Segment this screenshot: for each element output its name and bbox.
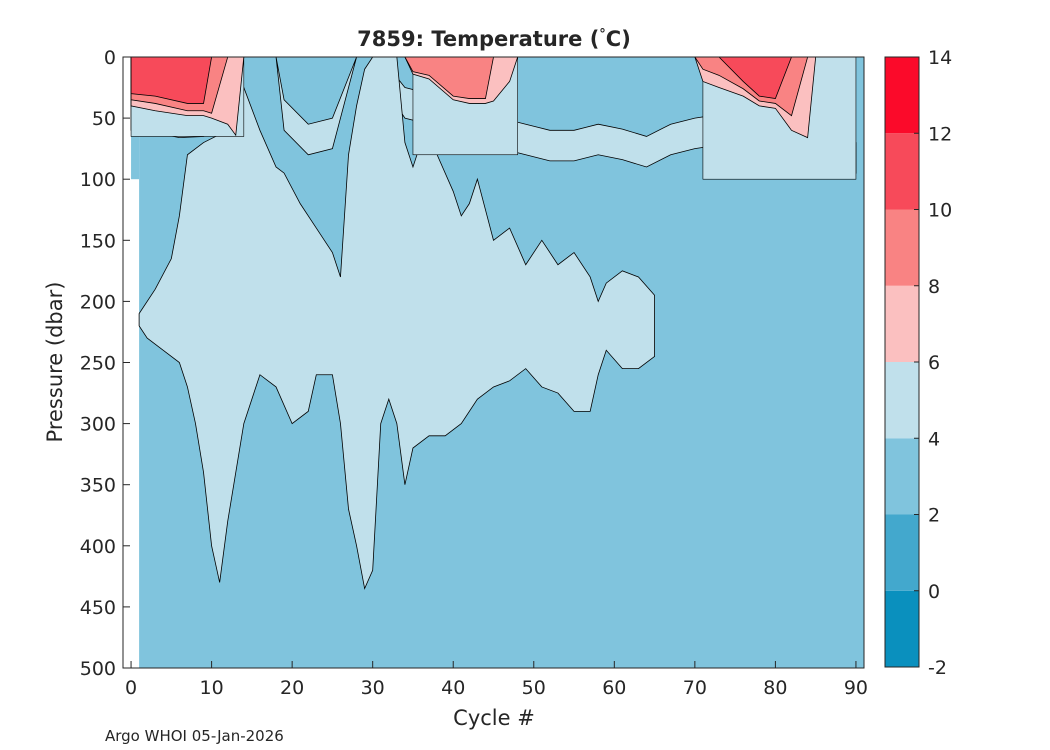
colorbar-band-5 bbox=[885, 209, 919, 286]
colorbar-band-6 bbox=[885, 133, 919, 210]
y-axis-label: Pressure (dbar) bbox=[43, 282, 67, 443]
colorbar-tick-label: 0 bbox=[928, 581, 940, 603]
y-tick-label: 350 bbox=[80, 475, 116, 497]
colorbar-tick-label: 12 bbox=[928, 123, 952, 145]
colorbar: -2 0 2 4 6 8 10 12 14 bbox=[884, 47, 952, 679]
colorbar-tick-label: 4 bbox=[928, 428, 940, 450]
x-tick-label: 90 bbox=[844, 677, 868, 699]
x-tick-label: 30 bbox=[361, 677, 385, 699]
colorbar-tick-label: 2 bbox=[928, 505, 940, 527]
y-tick-label: 250 bbox=[80, 353, 116, 375]
x-tick-label: 40 bbox=[441, 677, 465, 699]
colorbar-band-4 bbox=[885, 285, 919, 362]
x-tick-label: 70 bbox=[683, 677, 707, 699]
y-tick-label: 500 bbox=[80, 658, 116, 680]
x-axis-label: Cycle # bbox=[453, 706, 535, 730]
y-axis: 0 50 100 150 200 250 300 350 400 450 500 bbox=[80, 47, 130, 680]
y-tick-label: 400 bbox=[80, 536, 116, 558]
colorbar-tick-label: 14 bbox=[928, 47, 952, 69]
region-4-6-main bbox=[138, 56, 655, 590]
colorbar-band-3 bbox=[885, 362, 919, 439]
y-tick-label: 450 bbox=[80, 597, 116, 619]
x-tick-label: 0 bbox=[125, 677, 137, 699]
y-tick-label: 100 bbox=[80, 169, 116, 191]
chart-title: 7859: Temperature (°C) bbox=[357, 27, 631, 51]
x-axis: 0 10 20 30 40 50 60 70 80 90 bbox=[125, 661, 868, 699]
y-tick-label: 50 bbox=[92, 108, 116, 130]
colorbar-tick-label: 8 bbox=[928, 276, 940, 298]
colorbar-band-0 bbox=[885, 590, 919, 667]
x-tick-label: 80 bbox=[763, 677, 787, 699]
x-tick-label: 50 bbox=[522, 677, 546, 699]
colorbar-tick-label: 6 bbox=[928, 352, 940, 374]
x-tick-label: 60 bbox=[602, 677, 626, 699]
colorbar-tick-label: 10 bbox=[928, 200, 952, 222]
x-tick-label: 20 bbox=[280, 677, 304, 699]
x-tick-label: 10 bbox=[200, 677, 224, 699]
y-tick-label: 200 bbox=[80, 291, 116, 313]
y-tick-label: 300 bbox=[80, 414, 116, 436]
colorbar-band-7 bbox=[885, 57, 919, 134]
plot-area bbox=[122, 56, 865, 669]
colorbar-tick-label: -2 bbox=[928, 657, 947, 679]
colorbar-band-2 bbox=[885, 438, 919, 515]
y-tick-label: 0 bbox=[104, 47, 116, 69]
colorbar-band-1 bbox=[885, 514, 919, 591]
y-tick-label: 150 bbox=[80, 230, 116, 252]
footer-credit: Argo WHOI 05-Jan-2026 bbox=[105, 727, 284, 745]
